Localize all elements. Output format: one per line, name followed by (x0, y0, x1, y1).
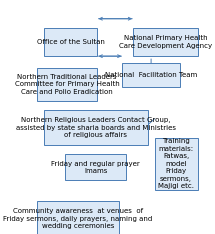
Text: Office of the Sultan: Office of the Sultan (37, 39, 104, 45)
FancyBboxPatch shape (123, 63, 180, 87)
FancyBboxPatch shape (133, 28, 198, 56)
Text: Community awareness  at venues  of
Friday sermons, daily prayers, naming and
wed: Community awareness at venues of Friday … (3, 208, 152, 229)
FancyBboxPatch shape (155, 138, 198, 190)
FancyBboxPatch shape (44, 28, 97, 56)
FancyBboxPatch shape (37, 201, 119, 234)
FancyBboxPatch shape (65, 154, 126, 180)
Text: Training
materials:
Fatwas,
model
Friday
sermons,
Majigi etc.: Training materials: Fatwas, model Friday… (158, 138, 194, 189)
Text: Northern Religious Leaders Contact Group,
assisted by state sharia boards and Mi: Northern Religious Leaders Contact Group… (16, 117, 176, 138)
Text: National Primary Health
Care Development Agency: National Primary Health Care Development… (119, 35, 212, 49)
Text: Northern Traditional Leaders
Committee for Primary Health
Care and Polio Eradica: Northern Traditional Leaders Committee f… (15, 74, 120, 95)
FancyBboxPatch shape (37, 68, 97, 101)
FancyBboxPatch shape (44, 110, 147, 145)
Text: National  Facilitation Team: National Facilitation Team (105, 72, 197, 78)
Text: Friday and regular prayer
Imams: Friday and regular prayer Imams (51, 161, 140, 174)
